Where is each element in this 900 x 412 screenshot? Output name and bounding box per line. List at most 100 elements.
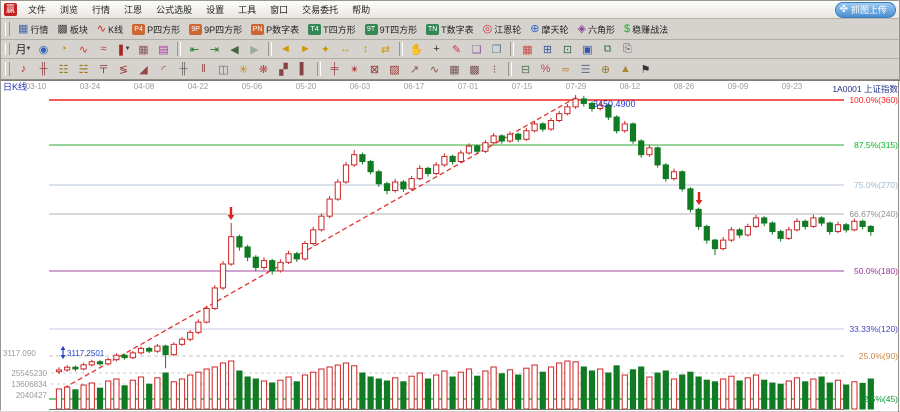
cycle-tone-icon[interactable]: ♪ (14, 60, 33, 78)
support-level-label: 3117.090 (3, 349, 36, 358)
boxed-x-icon[interactable]: ⊠ (365, 60, 384, 78)
dense-grid-icon[interactable]: ▦ (445, 60, 464, 78)
9p-square-button[interactable]: 9P 9P四方形 (185, 20, 247, 38)
screenshot-upload-button[interactable]: ✤ 抓图上传 (834, 1, 896, 18)
p-square-button[interactable]: P4 P四方形 (128, 20, 185, 38)
percent-tool-icon[interactable]: % (536, 60, 555, 78)
spray-icon[interactable]: ✴ (345, 60, 364, 78)
monitor-icon[interactable]: ⊡ (558, 40, 577, 58)
menu-item-7[interactable]: 窗口 (270, 5, 289, 15)
zoom-in-icon[interactable]: ↔ (336, 40, 355, 58)
kline-button[interactable]: ∿ K线 (92, 20, 128, 38)
angle-fan-icon[interactable]: ≶ (114, 60, 133, 78)
prev-bar-icon[interactable]: ◀ (225, 40, 244, 58)
channel-icon[interactable]: ╪ (325, 60, 344, 78)
hexagon-button[interactable]: ◈ 六角形 (573, 20, 619, 38)
wave-icon[interactable]: ∿ (425, 60, 444, 78)
ferris-wheel-button[interactable]: ⊕ 摩天轮 (526, 20, 573, 38)
quotes-icon: ▦ (18, 22, 29, 35)
t-number-table-button[interactable]: TN T数字表 (422, 20, 478, 38)
shade-grid-icon[interactable]: ▩ (465, 60, 484, 78)
menu-item-1[interactable]: 浏览 (60, 5, 79, 15)
time-ruler-icon[interactable]: 〒 (94, 60, 113, 78)
draw-pencil-icon[interactable]: ✎ (447, 40, 466, 58)
date-tick-label: 05-20 (295, 82, 317, 91)
scroll-left-icon[interactable]: ◄ (276, 40, 295, 58)
bar-pair-icon[interactable]: ‖ (194, 60, 213, 78)
snowflake-icon[interactable]: ❋ (254, 60, 273, 78)
crosshair-icon[interactable]: + (427, 40, 446, 58)
sectors-button[interactable]: ▩ 板块 (53, 20, 92, 38)
level-lines-icon[interactable]: ≂ (556, 60, 575, 78)
first-page-icon[interactable]: ⇤ (185, 40, 204, 58)
candles (55, 94, 874, 375)
gann-level-label: 33.33%(120) (849, 324, 898, 334)
refresh-icon[interactable]: ◔ (54, 40, 73, 58)
ruler-box-icon[interactable]: ⊟ (516, 60, 535, 78)
export-icon[interactable]: ⧉ (598, 40, 617, 58)
gann-grid-a-icon[interactable]: ☷ (54, 60, 73, 78)
dropdown-arrow-icon: ▼ (25, 46, 32, 52)
hatch-box-icon[interactable]: ▨ (385, 60, 404, 78)
multi-minute-line-icon[interactable]: ≈ (94, 40, 113, 58)
note-icon[interactable]: ❏ (467, 40, 486, 58)
menu-item-0[interactable]: 文件 (28, 5, 47, 15)
volume-axis-label: 25545230 (11, 369, 47, 378)
period-selector-icon[interactable]: 月 ▼ (14, 40, 33, 58)
date-tick-label: 04-22 (187, 82, 209, 91)
pan-hand-icon[interactable]: ✋ (407, 40, 426, 58)
minute-line-icon[interactable]: ∿ (74, 40, 93, 58)
9p-square-icon: 9P (189, 23, 203, 35)
target-circle-icon[interactable]: ⊕ (596, 60, 615, 78)
arc-tool-icon[interactable]: ◜ (154, 60, 173, 78)
scroll-right-icon[interactable]: ► (296, 40, 315, 58)
calendar-icon[interactable]: ▦ (518, 40, 537, 58)
grid-fine-icon[interactable]: ╫ (174, 60, 193, 78)
t-square-button[interactable]: T4 T四方形 (304, 20, 360, 38)
9t-square-label: 9T四方形 (379, 24, 418, 35)
save-icon[interactable]: ▣ (578, 40, 597, 58)
indicator-pane-icon[interactable]: ▤ (154, 40, 173, 58)
menu-item-8[interactable]: 交易委托 (302, 5, 339, 15)
9t-square-button[interactable]: 9T 9T四方形 (360, 20, 422, 38)
pillars-icon[interactable]: ▌ (294, 60, 313, 78)
pyramid-icon[interactable]: ▲ (616, 60, 635, 78)
menu-item-6[interactable]: 工具 (238, 5, 257, 15)
shade-diag-icon[interactable]: ▞ (274, 60, 293, 78)
gann-grid-b-icon[interactable]: ☵ (74, 60, 93, 78)
print-icon[interactable]: ⎘ (618, 40, 637, 58)
next-bar-icon[interactable]: ▶ (245, 40, 264, 58)
win-strategy-button[interactable]: $ 稳赚战法 (619, 20, 673, 38)
trend-seg-icon[interactable]: ↗ (405, 60, 424, 78)
palette-icon[interactable]: ❐ (487, 40, 506, 58)
date-tick-label: 04-08 (133, 82, 155, 91)
p-number-table-button[interactable]: PN P数字表 (247, 20, 304, 38)
menu-item-5[interactable]: 设置 (206, 5, 225, 15)
gann-angle-icon[interactable]: ◢ (134, 60, 153, 78)
vertical-grid-icon[interactable]: ╫ (34, 60, 53, 78)
menu-item-4[interactable]: 公式选股 (156, 5, 193, 15)
menu-item-9[interactable]: 帮助 (352, 5, 371, 15)
menu-item-2[interactable]: 行情 (92, 5, 111, 15)
fit-screen-icon[interactable]: ⇄ (376, 40, 395, 58)
9p-square-label: 9P四方形 (204, 24, 243, 35)
stack-lines-icon[interactable]: ☰ (576, 60, 595, 78)
calculator-icon[interactable]: ⊞ (538, 40, 557, 58)
kline-chart-area[interactable]: 03-10 03-24 04-08 04-22 05-06 05-20 06-03 06-17… (1, 80, 900, 412)
column-box-icon[interactable]: ◫ (214, 60, 233, 78)
gann-wheel-button[interactable]: ◎ 江恩轮 (478, 20, 526, 38)
zoom-center-icon[interactable]: ✦ (316, 40, 335, 58)
star-tool-icon[interactable]: ✳ (234, 60, 253, 78)
candle-type-icon[interactable]: ❚ ▼ (114, 40, 133, 58)
last-page-icon[interactable]: ⇥ (205, 40, 224, 58)
zoom-out-icon[interactable]: ↕ (356, 40, 375, 58)
menu-item-3[interactable]: 江恩 (124, 5, 143, 15)
flag-mark-icon[interactable]: ⚑ (636, 60, 655, 78)
p-square-icon: P4 (132, 23, 146, 35)
grid-style-icon[interactable]: ▦ (134, 40, 153, 58)
gann-level-label: 75.0%(270) (854, 180, 898, 190)
date-tick-label: 06-17 (403, 82, 425, 91)
quotes-button[interactable]: ▦ 行情 (14, 20, 53, 38)
network-icon[interactable]: ◉ (34, 40, 53, 58)
dots-column-icon[interactable]: ⁝ (485, 60, 504, 78)
